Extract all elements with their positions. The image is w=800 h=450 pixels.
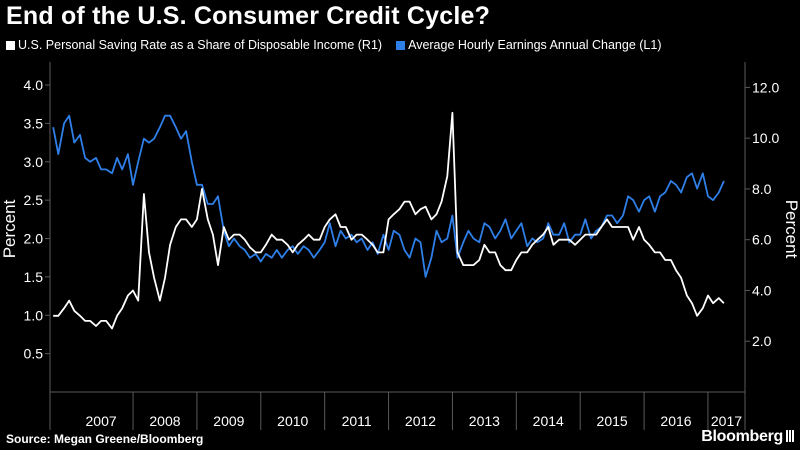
left-tick-label: 3.5	[24, 115, 44, 131]
right-tick-label: 4.0	[752, 282, 772, 298]
right-axis-title: Percent	[782, 200, 800, 259]
right-tick-label: 10.0	[752, 130, 779, 146]
x-tick-label: 2012	[405, 413, 436, 429]
left-axis-title: Percent	[0, 199, 19, 258]
x-tick-label: 2009	[213, 413, 244, 429]
legend-swatch-earnings	[396, 40, 406, 50]
right-tick-label: 6.0	[752, 232, 772, 248]
left-tick-label: 0.5	[24, 346, 44, 362]
bloomberg-logo: Bloomberg	[701, 428, 794, 446]
series-line-saving-rate	[53, 111, 725, 330]
x-tick-label: 2010	[277, 413, 308, 429]
legend-item-earnings: Average Hourly Earnings Annual Change (L…	[396, 38, 661, 52]
series-line-earnings	[52, 114, 725, 278]
x-tick-label: 2013	[469, 413, 500, 429]
x-tick-label: 2015	[597, 413, 628, 429]
right-tick-label: 8.0	[752, 181, 772, 197]
source-note: Source: Megan Greene/Bloomberg	[6, 432, 204, 446]
right-tick-label: 2.0	[752, 333, 772, 349]
chart-title: End of the U.S. Consumer Credit Cycle?	[6, 2, 491, 30]
right-tick-label: 12.0	[752, 79, 779, 95]
legend-label-earnings: Average Hourly Earnings Annual Change (L…	[408, 38, 662, 52]
x-tick-label: 2007	[86, 413, 117, 429]
left-tick-label: 3.0	[24, 154, 44, 170]
legend: U.S. Personal Saving Rate as a Share of …	[6, 38, 661, 52]
logo-text: Bloomberg	[701, 428, 783, 445]
legend-swatch-saving-rate	[6, 40, 15, 50]
x-tick-label: 2016	[660, 413, 691, 429]
legend-label-saving-rate: U.S. Personal Saving Rate as a Share of …	[18, 38, 383, 52]
left-tick-label: 2.0	[24, 231, 44, 247]
bloomberg-mark-icon	[786, 430, 794, 442]
left-tick-label: 1.5	[24, 269, 44, 285]
left-tick-label: 2.5	[24, 192, 44, 208]
x-tick-label: 2014	[533, 413, 564, 429]
x-tick-label: 2011	[342, 413, 372, 429]
left-tick-label: 1.0	[24, 307, 44, 323]
x-tick-label: 2017	[711, 413, 742, 429]
x-tick-label: 2008	[149, 413, 180, 429]
left-tick-label: 4.0	[24, 77, 44, 93]
legend-item-saving-rate: U.S. Personal Saving Rate as a Share of …	[6, 38, 382, 52]
